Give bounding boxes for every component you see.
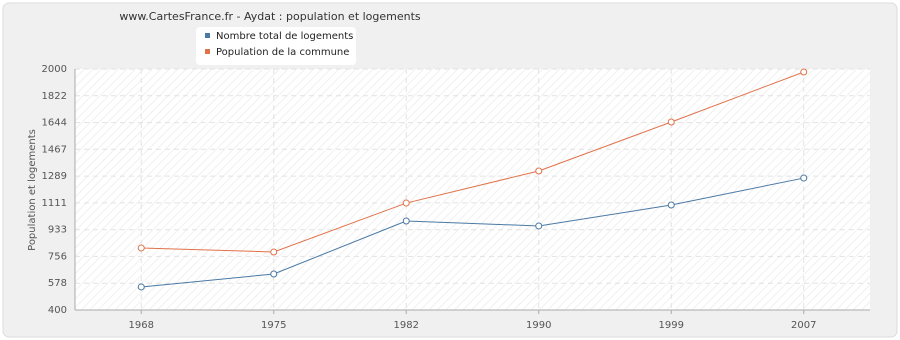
data-point: [402, 217, 410, 225]
data-point: [535, 167, 543, 175]
y-tick-label: 1822: [42, 91, 67, 102]
x-tick-label: 2007: [791, 320, 816, 331]
data-point: [270, 270, 278, 278]
y-tick-label: 1644: [42, 118, 67, 129]
data-point: [137, 244, 145, 252]
plot-hatch: [75, 69, 870, 310]
legend-swatch: [205, 49, 210, 54]
x-tick-label: 1990: [526, 320, 551, 331]
x-tick-label: 1999: [659, 320, 684, 331]
data-point: [270, 248, 278, 256]
x-tick-label: 1968: [129, 320, 154, 331]
y-axis-label: Population et logements: [27, 129, 38, 251]
y-tick-label: 1289: [42, 171, 67, 182]
data-point: [402, 199, 410, 207]
y-tick-label: 1467: [42, 144, 67, 155]
data-point: [667, 201, 675, 209]
data-point: [667, 118, 675, 126]
y-tick-label: 1111: [42, 198, 67, 209]
legend-label: Population de la commune: [216, 47, 349, 58]
y-tick-label: 933: [48, 225, 67, 236]
legend-label: Nombre total de logements: [216, 31, 353, 42]
data-point: [137, 283, 145, 291]
data-point: [800, 68, 808, 76]
y-tick-label: 400: [48, 305, 67, 316]
data-point: [535, 222, 543, 230]
series-line: [141, 71, 804, 253]
legend-swatch: [205, 33, 210, 38]
chart-title: www.CartesFrance.fr - Aydat : population…: [119, 10, 421, 23]
legend: Nombre total de logements Population de l…: [205, 31, 353, 58]
legend-box: [196, 27, 356, 65]
x-tick-label: 1982: [394, 320, 419, 331]
series-line: [141, 177, 804, 288]
y-tick-label: 756: [48, 251, 67, 262]
data-point: [800, 174, 808, 182]
y-tick-label: 2000: [42, 64, 67, 75]
y-tick-label: 578: [48, 278, 67, 289]
x-tick-label: 1975: [261, 320, 286, 331]
